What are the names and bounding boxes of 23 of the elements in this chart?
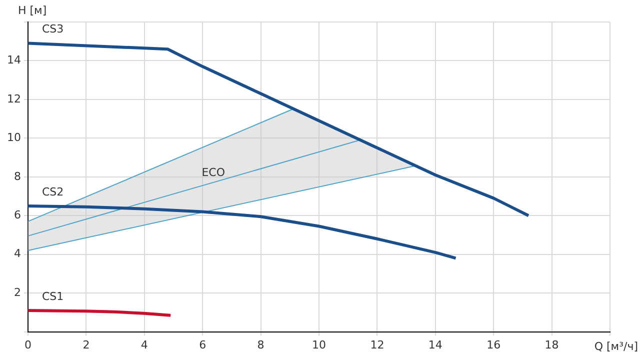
y-tick-label: 6: [14, 208, 21, 222]
y-axis-title: H [м]: [18, 4, 47, 17]
x-tick-label: 2: [82, 338, 90, 352]
y-tick-label: 12: [6, 92, 21, 106]
series-label: CS1: [42, 290, 64, 303]
x-tick-label: 10: [312, 338, 326, 352]
x-tick-label: 0: [24, 338, 32, 352]
x-tick-label: 4: [140, 338, 148, 352]
series-label: ECO: [202, 166, 226, 179]
y-tick-label: 4: [14, 247, 21, 260]
series-label: CS3: [42, 22, 64, 36]
x-tick-label: 12: [370, 338, 384, 352]
x-tick-label: 14: [428, 338, 442, 352]
series-label: CS2: [42, 185, 64, 198]
y-tick-label: 8: [14, 170, 21, 183]
x-tick-label: 18: [544, 338, 559, 352]
y-tick-label: 14: [6, 54, 21, 67]
x-tick-label: 8: [257, 338, 264, 352]
y-tick-label: 2: [14, 286, 21, 299]
x-tick-label: 16: [486, 338, 501, 352]
x-tick-label: 6: [199, 338, 206, 352]
y-tick-label: 10: [6, 131, 21, 144]
x-axis-title: Q [м³/ч]: [594, 340, 638, 353]
